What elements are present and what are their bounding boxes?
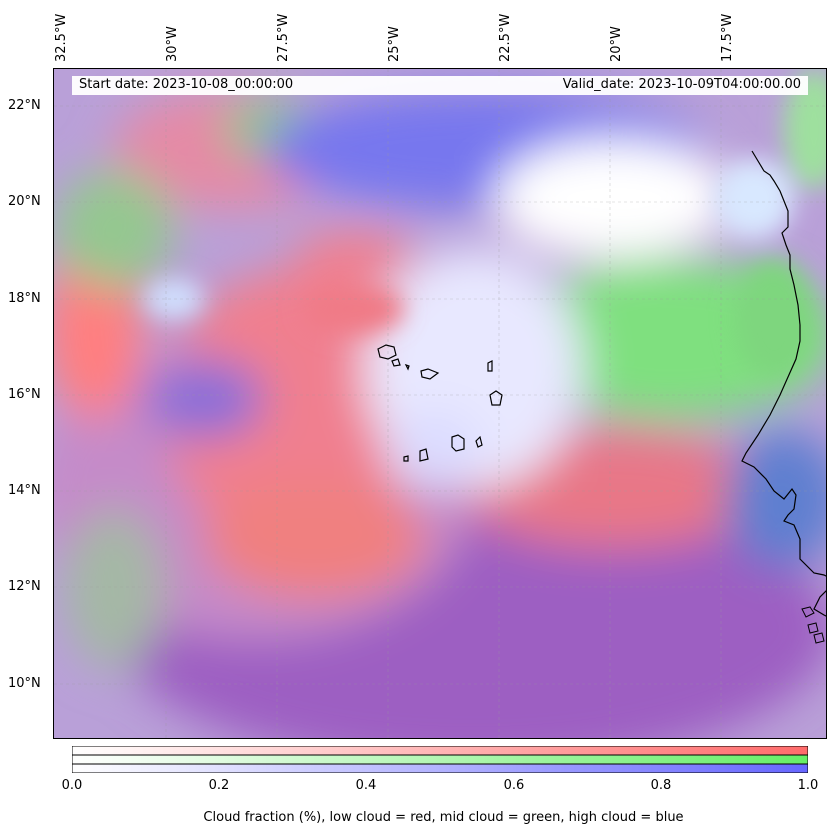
clear-islands [384, 409, 484, 489]
lat-label-16n: 16°N [8, 387, 41, 402]
colorbar-tick-0: 0.0 [61, 778, 83, 793]
low-cloud-patch [304, 284, 404, 334]
lat-label-10n: 10°N [8, 676, 41, 691]
colorbar-tick-3: 0.6 [503, 778, 525, 793]
low-cloud-north-center [294, 229, 414, 289]
island-sao-tiago [451, 434, 465, 452]
mid-cloud-southwest [64, 509, 164, 669]
clear-north [494, 139, 734, 259]
cloud-map-svg [54, 69, 826, 738]
bissau-coast [813, 590, 826, 617]
start-date-label: Start date: 2023-10-08_00:00:00 [79, 77, 294, 92]
lon-label-22-5w: 22.5°W [498, 13, 513, 62]
africa-coastline [741, 150, 826, 577]
colorbar-tick-2: 0.4 [355, 778, 377, 793]
lat-label-20n: 20°N [8, 194, 41, 209]
valid-date-label: Valid_date: 2023-10-09T04:00:00.00 [562, 77, 801, 92]
island-santa-luzia [404, 363, 410, 371]
lon-label-25w: 25°W [387, 26, 402, 62]
colorbar-tick-1: 0.2 [208, 778, 230, 793]
lat-label-18n: 18°N [8, 291, 41, 306]
clear-patch-ne [714, 159, 794, 239]
mid-cloud-northwest [54, 169, 174, 289]
island-sao-nicolau [420, 368, 440, 380]
island-brava [403, 455, 409, 462]
colorbar-low-cloud [72, 746, 808, 756]
cloud-detail [144, 69, 826, 379]
colorbar-label: Cloud fraction (%), low cloud = red, mid… [203, 810, 684, 825]
island-maio [475, 435, 483, 448]
island-sao-vicente [391, 358, 401, 367]
lat-label-12n: 12°N [8, 579, 41, 594]
lat-label-14n: 14°N [8, 483, 41, 498]
cloud-field [54, 89, 826, 738]
colorbar [72, 746, 808, 773]
cape-verde-islands [377, 344, 503, 462]
high-cloud-coast [724, 429, 826, 569]
gridlines [54, 69, 826, 738]
high-cloud-west [144, 359, 264, 439]
lon-label-27-5w: 27.5°W [276, 13, 291, 62]
lon-label-32-5w: 32.5°W [54, 13, 69, 62]
colorbar-mid-cloud [72, 754, 808, 765]
island-sal [487, 360, 493, 372]
island-fogo [419, 448, 429, 462]
date-info-strip: Start date: 2023-10-08_00:00:00 Valid_da… [72, 76, 808, 95]
colorbar-tick-5: 1.0 [797, 778, 819, 793]
island-boa-vista [489, 390, 503, 406]
lon-label-30w: 30°W [165, 26, 180, 62]
lon-label-20w: 20°W [609, 26, 624, 62]
bijagos-islands [801, 606, 825, 644]
cloud-fraction-map [53, 68, 827, 739]
lat-label-22n: 22°N [8, 98, 41, 113]
island-santo-antao [377, 344, 397, 360]
low-cloud-central-west [164, 269, 424, 549]
lon-label-17-5w: 17.5°W [720, 13, 735, 62]
colorbar-high-cloud [72, 763, 808, 773]
low-cloud-southwest [204, 479, 424, 599]
mid-cloud-patch-coast [734, 259, 814, 379]
colorbar-tick-4: 0.8 [650, 778, 672, 793]
mid-cloud-patch-ne [784, 69, 826, 189]
